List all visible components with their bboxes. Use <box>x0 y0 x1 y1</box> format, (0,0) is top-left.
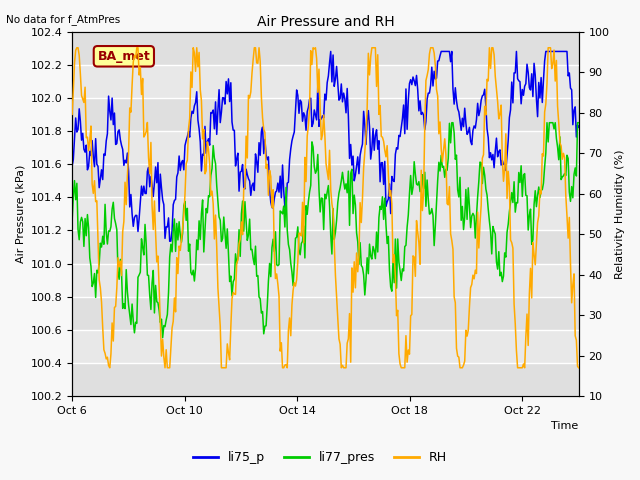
Bar <box>72 363 579 396</box>
Text: BA_met: BA_met <box>97 50 150 63</box>
Title: Air Pressure and RH: Air Pressure and RH <box>257 15 394 29</box>
Bar <box>72 230 579 264</box>
Bar <box>72 32 579 65</box>
Bar <box>72 98 579 131</box>
Bar <box>72 164 579 197</box>
Y-axis label: Air Pressure (kPa): Air Pressure (kPa) <box>15 165 25 263</box>
X-axis label: Time: Time <box>552 421 579 432</box>
Y-axis label: Relativity Humidity (%): Relativity Humidity (%) <box>615 149 625 278</box>
Legend: li75_p, li77_pres, RH: li75_p, li77_pres, RH <box>188 446 452 469</box>
Bar <box>72 297 579 330</box>
Text: No data for f_AtmPres: No data for f_AtmPres <box>6 14 121 25</box>
